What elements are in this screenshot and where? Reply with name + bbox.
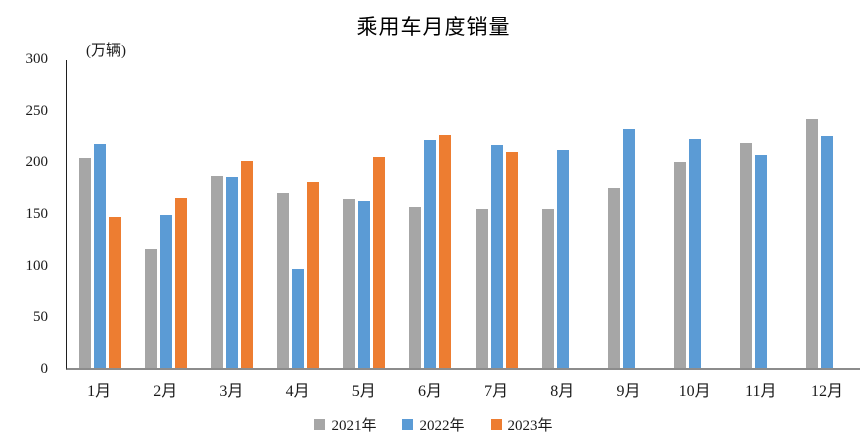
chart-bar [754, 154, 767, 368]
bar-group [331, 60, 397, 368]
bar-group [397, 60, 463, 368]
chart-bar [673, 161, 686, 368]
y-axis-tick-label: 200 [25, 154, 49, 171]
y-axis-tick-label: 150 [25, 206, 49, 222]
chart-bar [79, 158, 92, 368]
x-axis: 1月 2月 3月 4月 5月 6月 7月 8月 9月 10月 11月 12月 [66, 377, 860, 401]
chart-title: 乘用车月度销量 [356, 15, 511, 39]
legend-swatch [490, 419, 502, 430]
bar-group [662, 60, 728, 368]
legend-label: 2021年 [331, 418, 377, 434]
y-axis-unit-label: (万辆) [86, 43, 126, 59]
y-axis: 0 50 100 150 200 250 300 [0, 51, 56, 377]
chart-bar [145, 249, 158, 368]
x-axis-label: 6月 [417, 383, 442, 400]
y-axis-tick-label: 300 [25, 51, 49, 67]
y-axis-tick-label: 250 [25, 102, 49, 119]
chart-bar [439, 135, 452, 368]
bar-group [794, 60, 860, 368]
y-axis-tick-label: 50 [33, 309, 48, 326]
chart-bar [556, 149, 569, 368]
bar-group [67, 60, 133, 368]
x-axis-label: 1月 [87, 383, 112, 400]
x-axis-label: 12月 [810, 383, 843, 400]
x-axis-label: 11月 [745, 383, 777, 400]
x-axis-label: 5月 [351, 383, 376, 400]
chart-bar [373, 157, 386, 368]
plot-area [66, 60, 860, 370]
x-axis-label: 9月 [616, 383, 641, 400]
chart-bar [424, 139, 437, 368]
chart-bar [175, 198, 188, 368]
chart-bar [739, 142, 752, 368]
bar-group [728, 60, 794, 368]
chart-bar [226, 176, 239, 368]
chart-bar [343, 199, 356, 368]
chart-bar [277, 192, 290, 368]
x-axis-label: 10月 [678, 383, 711, 400]
x-axis-label: 8月 [550, 383, 575, 400]
chart-bar [307, 182, 320, 368]
legend-item: 2023年 [490, 414, 553, 435]
chart-bar [241, 160, 254, 368]
chart-bar [409, 206, 422, 368]
bar-group [530, 60, 596, 368]
bar-group [596, 60, 662, 368]
chart-bar [109, 217, 122, 368]
chart-bar [94, 143, 107, 368]
x-axis-label: 4月 [285, 383, 310, 400]
legend-item: 2021年 [314, 414, 376, 435]
y-axis-tick-label: 0 [40, 361, 49, 377]
bar-group [265, 60, 331, 368]
legend: 2021年 2022年 2023年 [0, 414, 867, 435]
bar-group [133, 60, 199, 368]
chart-bar [805, 119, 818, 368]
bar-group [199, 60, 265, 368]
bar-group [463, 60, 529, 368]
chart-bar [490, 144, 503, 368]
legend-item: 2022年 [402, 414, 465, 435]
chart-bar [622, 128, 635, 368]
chart-bar [292, 268, 305, 368]
legend-swatch [402, 419, 414, 430]
chart-bar [160, 215, 173, 368]
legend-label: 2023年 [507, 418, 553, 434]
legend-label: 2022年 [419, 418, 465, 434]
x-axis-label: 3月 [219, 383, 244, 400]
chart-bar [211, 175, 224, 368]
x-axis-label: 7月 [484, 383, 509, 400]
chart-bar [607, 188, 620, 368]
chart-bar [475, 208, 488, 368]
x-axis-label: 2月 [153, 383, 178, 400]
chart-bar [688, 138, 701, 368]
y-axis-tick-label: 100 [25, 257, 49, 274]
chart-bar [820, 135, 833, 368]
chart-bar [505, 152, 518, 368]
chart-bar [358, 201, 371, 368]
legend-swatch [314, 419, 326, 430]
chart-bar [541, 208, 554, 368]
